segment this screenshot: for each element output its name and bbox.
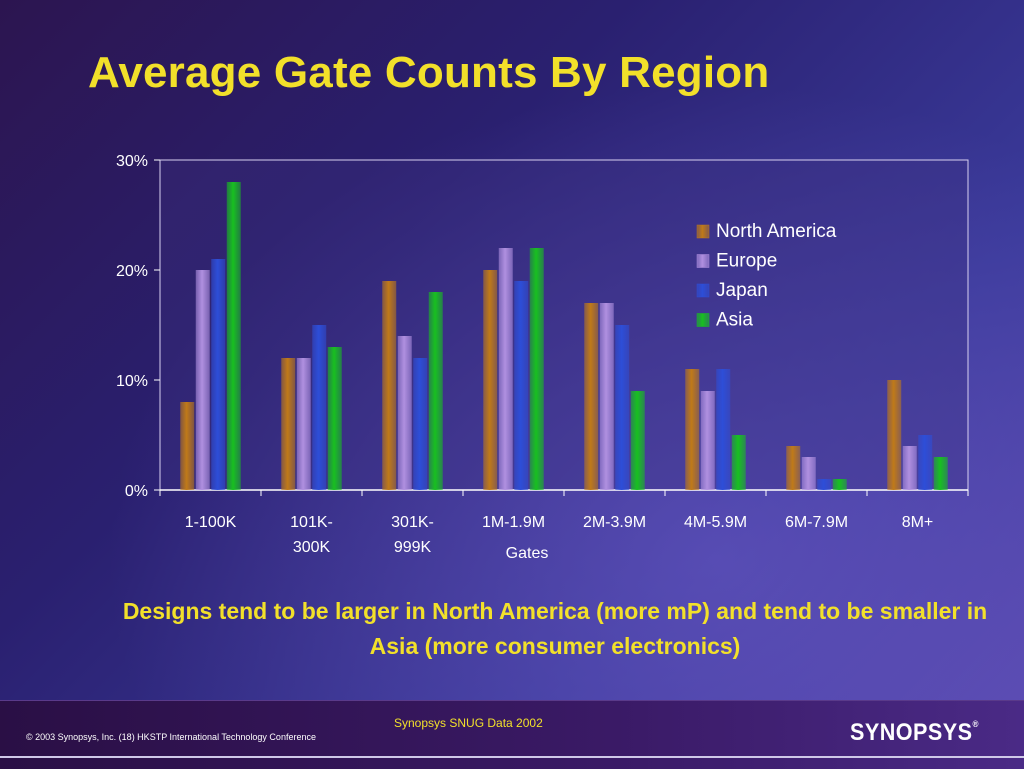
- bar-europe: [902, 446, 917, 490]
- y-tick-label: 10%: [116, 373, 148, 390]
- bar-north-america: [584, 303, 599, 490]
- bar-japan: [312, 325, 327, 490]
- legend-swatch: [696, 254, 710, 268]
- x-tick-label: 1-100K: [185, 514, 237, 531]
- legend-label: Europe: [716, 251, 777, 272]
- x-tick-label: 4M-5.9M: [684, 514, 747, 531]
- x-tick-label: 1M-1.9M: [482, 514, 545, 531]
- legend-label: Japan: [716, 280, 768, 301]
- bar-europe: [296, 358, 311, 490]
- bar-asia: [428, 292, 443, 490]
- bar-asia: [731, 435, 746, 490]
- slide-title: Average Gate Counts By Region: [88, 48, 770, 97]
- x-axis-title: Gates: [506, 545, 549, 562]
- bar-asia: [327, 347, 342, 490]
- bar-japan: [413, 358, 428, 490]
- bar-asia: [630, 391, 645, 490]
- x-tick-label: 301K-: [391, 514, 434, 531]
- bar-europe: [498, 248, 513, 490]
- plot-area: [159, 159, 969, 491]
- legend-swatch: [696, 224, 710, 239]
- bar-japan: [918, 435, 933, 490]
- footer-copyright: © 2003 Synopsys, Inc. (18) HKSTP Interna…: [26, 732, 316, 742]
- y-tick-label: 30%: [116, 153, 148, 170]
- bar-north-america: [685, 369, 700, 490]
- legend-label: North America: [716, 221, 837, 242]
- y-tick-label: 0%: [125, 483, 148, 500]
- bar-north-america: [887, 380, 902, 490]
- footer-source: Synopsys SNUG Data 2002: [394, 716, 543, 730]
- bar-asia: [832, 479, 847, 490]
- bar-japan: [716, 369, 731, 490]
- legend-swatch: [696, 283, 710, 298]
- bar-europe: [195, 270, 210, 490]
- bar-europe: [801, 457, 816, 490]
- y-tick-label: 20%: [116, 263, 148, 280]
- bar-north-america: [281, 358, 296, 490]
- bar-north-america: [786, 446, 801, 490]
- bar-europe: [599, 303, 614, 490]
- legend-swatch: [696, 313, 710, 327]
- bar-japan: [514, 281, 529, 490]
- bar-asia: [226, 182, 241, 490]
- bar-asia: [529, 248, 544, 490]
- footer-divider: [0, 756, 1024, 758]
- synopsys-logo: SYNOPSYS®: [850, 719, 979, 746]
- bar-asia: [933, 457, 948, 490]
- x-tick-label: 101K-: [290, 514, 333, 531]
- x-tick-label: 6M-7.9M: [785, 514, 848, 531]
- bar-europe: [700, 391, 715, 490]
- bar-japan: [817, 479, 832, 490]
- x-tick-label: 2M-3.9M: [583, 514, 646, 531]
- slide-caption: Designs tend to be larger in North Ameri…: [122, 598, 988, 659]
- x-tick-label: 300K: [293, 539, 331, 556]
- bar-japan: [211, 259, 226, 490]
- bar-north-america: [180, 402, 195, 490]
- x-tick-label: 999K: [394, 539, 432, 556]
- bar-europe: [397, 336, 412, 490]
- bar-japan: [615, 325, 630, 490]
- x-tick-label: 8M+: [902, 514, 934, 531]
- bar-north-america: [483, 270, 498, 490]
- bar-north-america: [382, 281, 397, 490]
- footer-bar: Synopsys SNUG Data 2002 © 2003 Synopsys,…: [0, 700, 1024, 769]
- bar-chart: 0% 10% 20% 30% 1-100K 101K- 300K 301K- 999K 1M-1.…: [116, 153, 969, 562]
- legend-label: Asia: [716, 310, 753, 331]
